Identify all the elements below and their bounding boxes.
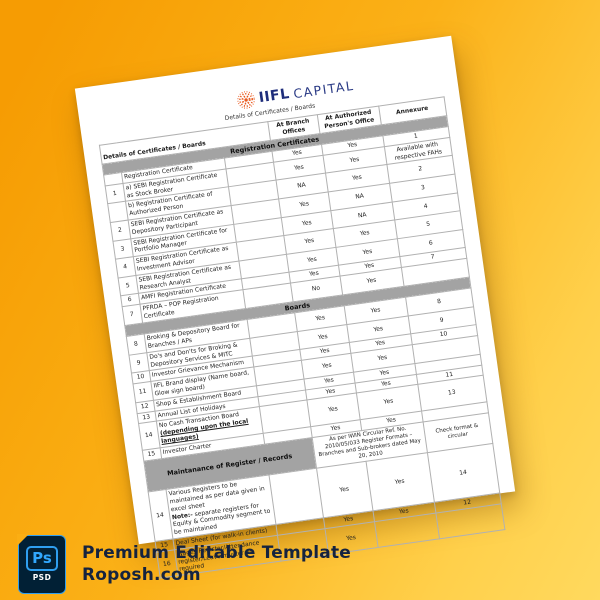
promo-caption-line2: Roposh.com <box>82 565 201 585</box>
promo-caption-line1: Premium Editable Template <box>82 542 352 563</box>
certificates-table-body: Details of Certificates / Boards At Bran… <box>98 96 505 579</box>
folded-corner-decoration <box>17 533 29 546</box>
promo-caption: Premium Editable Template Roposh.com <box>82 542 351 586</box>
brand-name-iifl: IIFL <box>257 85 291 107</box>
ps-logo-label: Ps <box>26 546 58 571</box>
certificates-table: Details of Certificates / Boards At Bran… <box>98 96 505 579</box>
document-page: IIFL CAPITAL Details of Certificates / B… <box>74 35 516 579</box>
cell-at-branch: Yes <box>316 461 373 518</box>
iifl-mandala-icon <box>237 91 255 109</box>
cell-at-authorized: Yes <box>365 452 434 511</box>
promo-footer: Ps PSD Premium Editable Template Roposh.… <box>0 528 600 600</box>
psd-format-label: PSD <box>32 572 52 582</box>
photoshop-file-icon: Ps PSD <box>17 533 66 594</box>
cell-remarks-empty <box>268 468 323 525</box>
company-logo: IIFL CAPITAL <box>236 76 355 110</box>
